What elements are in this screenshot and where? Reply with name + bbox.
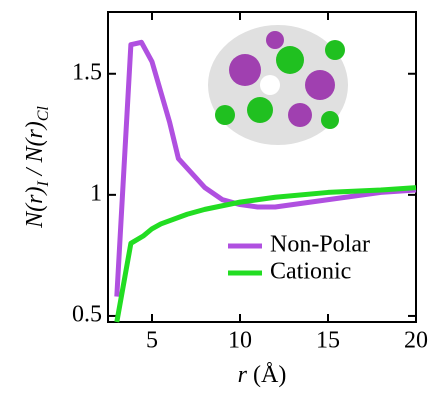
- x-tick-label: 5: [146, 328, 158, 354]
- x-tick-label: 15: [316, 328, 340, 354]
- x-tick-label: 10: [228, 328, 252, 354]
- legend-label: Non-Polar: [270, 232, 370, 258]
- legend-label: Cationic: [270, 259, 351, 285]
- y-tick-label: 0.5: [72, 301, 102, 327]
- y-axis-label: N(r)I / N(r)Cl: [22, 106, 52, 229]
- x-axis-label: r (Å): [238, 362, 287, 388]
- y-tick-label: 1: [90, 180, 102, 206]
- x-tick-label: 20: [404, 328, 428, 354]
- y-tick-label: 1.5: [72, 59, 102, 85]
- protein-inset: [208, 25, 348, 145]
- chart: r (Å) N(r)I / N(r)Cl 5 10 15 20 0.5 1 1.5 Non-P…: [0, 0, 434, 394]
